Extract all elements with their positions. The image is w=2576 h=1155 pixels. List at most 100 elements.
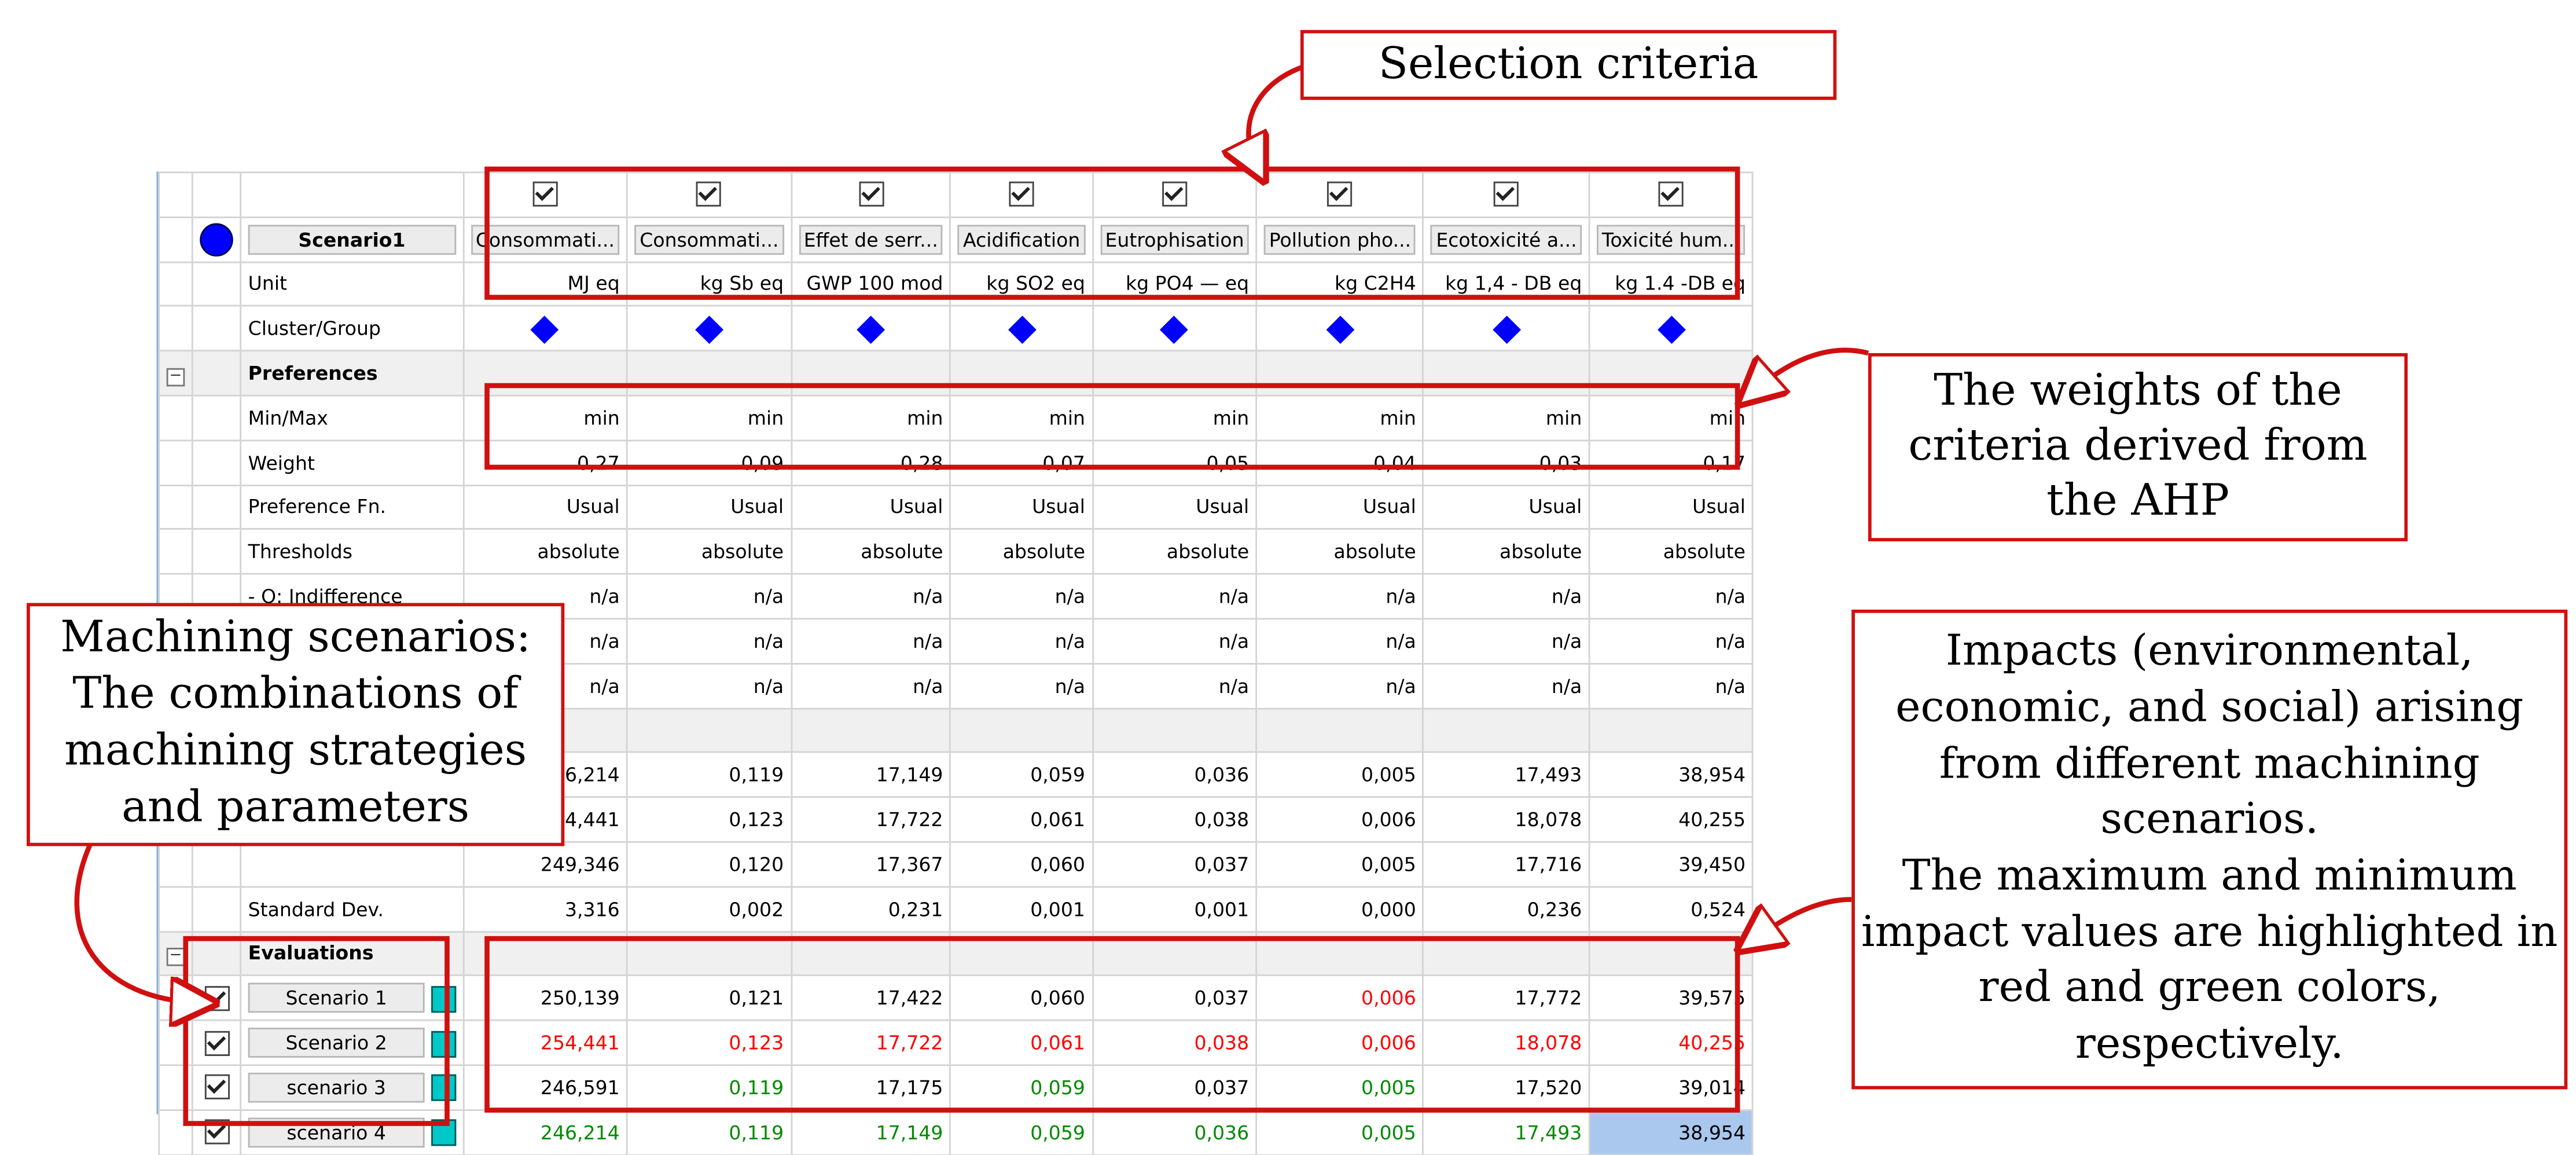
column-header-eutrophisation[interactable]: Eutrophisation xyxy=(1100,224,1250,255)
eval-cell[interactable]: 17,520 xyxy=(1423,1064,1590,1111)
pref-fn-cell[interactable]: Usual xyxy=(462,484,629,530)
criterion-checkbox[interactable] xyxy=(950,171,1094,218)
checked-checkbox-icon[interactable] xyxy=(204,1075,229,1100)
minmax-cell[interactable]: min xyxy=(1255,394,1425,441)
eval-cell[interactable]: 0,121 xyxy=(626,975,792,1021)
q-cell[interactable]: n/a xyxy=(790,573,951,620)
checked-checkbox-icon[interactable] xyxy=(696,182,722,207)
pref-fn-cell[interactable]: Usual xyxy=(1423,484,1590,530)
s-cell[interactable]: n/a xyxy=(626,662,792,709)
s-cell[interactable]: n/a xyxy=(790,662,951,709)
checked-checkbox-icon[interactable] xyxy=(204,1030,229,1055)
eval-cell-max[interactable]: 40,255 xyxy=(1588,1020,1754,1066)
minmax-cell[interactable]: min xyxy=(790,394,951,441)
eval-cell-max[interactable]: 17,722 xyxy=(790,1020,951,1066)
eval-cell-max[interactable]: 18,078 xyxy=(1423,1020,1590,1066)
p-cell[interactable]: n/a xyxy=(1588,618,1754,665)
eval-cell[interactable]: 0,037 xyxy=(1092,975,1258,1021)
checked-checkbox-icon[interactable] xyxy=(532,182,558,207)
weight-cell[interactable]: 0,09 xyxy=(626,439,792,486)
eval-cell-max[interactable]: 0,038 xyxy=(1092,1020,1258,1066)
p-cell[interactable]: n/a xyxy=(1423,618,1590,665)
checked-checkbox-icon[interactable] xyxy=(1659,182,1684,207)
minmax-cell[interactable]: min xyxy=(950,394,1094,441)
p-cell[interactable]: n/a xyxy=(1092,618,1258,665)
checked-checkbox-icon[interactable] xyxy=(1327,182,1353,207)
pref-fn-cell[interactable]: Usual xyxy=(1255,484,1425,530)
weight-cell[interactable]: 0,05 xyxy=(1092,439,1258,486)
eval-cell-max[interactable]: 0,006 xyxy=(1255,1020,1425,1066)
checked-checkbox-icon[interactable] xyxy=(1162,182,1188,207)
pref-fn-cell[interactable]: Usual xyxy=(1588,484,1754,530)
checked-checkbox-icon[interactable] xyxy=(1009,182,1034,207)
eval-cell[interactable]: 39,575 xyxy=(1588,975,1754,1021)
q-cell[interactable]: n/a xyxy=(1588,573,1754,620)
eval-cell-min[interactable]: 0,005 xyxy=(1255,1064,1425,1111)
checked-checkbox-icon[interactable] xyxy=(858,182,884,207)
column-header-effet-de-serre[interactable]: Effet de serr... xyxy=(799,224,943,255)
scenario-1-button[interactable]: Scenario 1 xyxy=(248,983,425,1013)
pref-fn-cell[interactable]: Usual xyxy=(950,484,1094,530)
criterion-checkbox[interactable] xyxy=(1423,171,1590,218)
minmax-cell[interactable]: min xyxy=(626,394,792,441)
q-cell[interactable]: n/a xyxy=(1423,573,1590,620)
criterion-checkbox[interactable] xyxy=(1255,171,1425,218)
p-cell[interactable]: n/a xyxy=(1255,618,1425,665)
threshold-cell[interactable]: absolute xyxy=(626,529,792,575)
column-header-consommation-ressources[interactable]: Consommati... xyxy=(634,224,784,255)
threshold-cell[interactable]: absolute xyxy=(1423,529,1590,575)
criterion-checkbox[interactable] xyxy=(790,171,951,218)
pref-fn-cell[interactable]: Usual xyxy=(626,484,792,530)
s-cell[interactable]: n/a xyxy=(1255,662,1425,709)
minmax-cell[interactable]: min xyxy=(1588,394,1754,441)
pref-fn-cell[interactable]: Usual xyxy=(790,484,951,530)
s-cell[interactable]: n/a xyxy=(950,662,1094,709)
eval-cell[interactable]: 17,772 xyxy=(1423,975,1590,1021)
scenario-2-button[interactable]: Scenario 2 xyxy=(248,1028,425,1058)
scenario-3-button[interactable]: scenario 3 xyxy=(248,1072,425,1103)
threshold-cell[interactable]: absolute xyxy=(1255,529,1425,575)
criterion-checkbox[interactable] xyxy=(462,171,629,218)
weight-cell[interactable]: 0,28 xyxy=(790,439,951,486)
eval-cell[interactable]: 17,175 xyxy=(790,1064,951,1111)
column-header-ecotoxicite[interactable]: Ecotoxicité a... xyxy=(1431,224,1582,255)
collapse-minus-icon[interactable]: − xyxy=(166,947,185,966)
criterion-checkbox[interactable] xyxy=(1588,171,1754,218)
collapse-minus-icon[interactable]: − xyxy=(166,367,185,386)
weight-cell[interactable]: 0,07 xyxy=(950,439,1094,486)
checked-checkbox-icon[interactable] xyxy=(1494,182,1519,207)
q-cell[interactable]: n/a xyxy=(626,573,792,620)
p-cell[interactable]: n/a xyxy=(626,618,792,665)
eval-cell-max[interactable]: 0,006 xyxy=(1255,975,1425,1021)
s-cell[interactable]: n/a xyxy=(1588,662,1754,709)
eval-cell[interactable]: 39,014 xyxy=(1588,1064,1754,1111)
column-header-toxicite-humaine[interactable]: Toxicité hum... xyxy=(1597,224,1746,255)
q-cell[interactable]: n/a xyxy=(950,573,1094,620)
threshold-cell[interactable]: absolute xyxy=(1588,529,1754,575)
q-cell[interactable]: n/a xyxy=(1092,573,1258,620)
weight-cell[interactable]: 0,17 xyxy=(1588,439,1754,486)
s-cell[interactable]: n/a xyxy=(1423,662,1590,709)
p-cell[interactable]: n/a xyxy=(950,618,1094,665)
threshold-cell[interactable]: absolute xyxy=(950,529,1094,575)
p-cell[interactable]: n/a xyxy=(790,618,951,665)
minmax-cell[interactable]: min xyxy=(462,394,629,441)
criterion-checkbox[interactable] xyxy=(626,171,792,218)
weight-cell[interactable]: 0,03 xyxy=(1423,439,1590,486)
weight-cell[interactable]: 0,04 xyxy=(1255,439,1425,486)
threshold-cell[interactable]: absolute xyxy=(790,529,951,575)
pref-fn-cell[interactable]: Usual xyxy=(1092,484,1258,530)
eval-cell[interactable]: 0,060 xyxy=(950,975,1094,1021)
threshold-cell[interactable]: absolute xyxy=(462,529,629,575)
eval-cell-max[interactable]: 0,123 xyxy=(626,1020,792,1066)
weight-cell[interactable]: 0,27 xyxy=(462,439,629,486)
eval-cell[interactable]: 250,139 xyxy=(462,975,629,1021)
column-header-pollution-photochimique[interactable]: Pollution pho... xyxy=(1264,224,1416,255)
q-cell[interactable]: n/a xyxy=(1255,573,1425,620)
eval-cell-max[interactable]: 254,441 xyxy=(462,1020,629,1066)
column-header-consommation-energie[interactable]: Consommati... xyxy=(471,224,620,255)
threshold-cell[interactable]: absolute xyxy=(1092,529,1258,575)
eval-cell[interactable]: 17,422 xyxy=(790,975,951,1021)
eval-cell-max[interactable]: 0,061 xyxy=(950,1020,1094,1066)
column-header-acidification[interactable]: Acidification xyxy=(958,224,1085,255)
